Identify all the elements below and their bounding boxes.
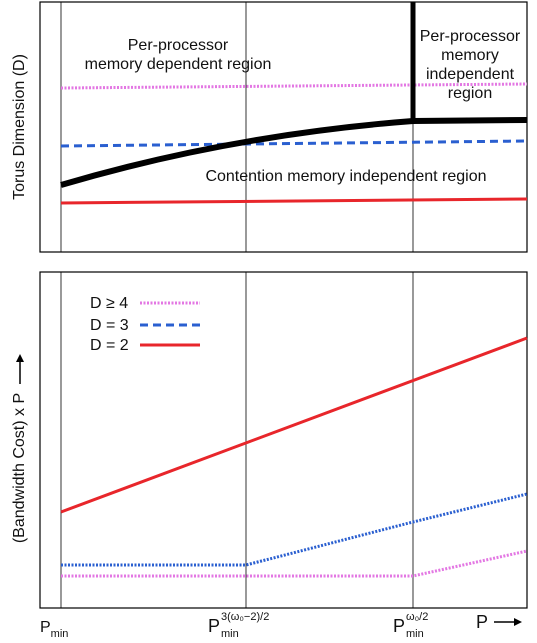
legend-label: D = 2 (90, 337, 129, 354)
d3-line (61, 492, 528, 567)
x-label: Pmin ω₀/2 (393, 611, 428, 640)
x-label-base: P (208, 616, 220, 636)
region-label: Contention memory independent region (205, 168, 486, 185)
d2-line (60, 336, 528, 514)
legend-label: D = 3 (90, 317, 129, 334)
d3-line (60, 139, 528, 148)
x-label: P (476, 612, 488, 632)
x-label-sup: ω₀/2 (406, 611, 428, 623)
arrow-head (16, 354, 24, 362)
x-label: Pmin (40, 619, 68, 640)
region-label: region (448, 85, 492, 102)
legend-label: D ≥ 4 (90, 295, 128, 312)
y-axis-label: Torus Dimension (D) (11, 54, 28, 200)
top-panel-frame (39, 1, 528, 253)
x-label-sub: min (406, 628, 424, 640)
d4-line (61, 549, 528, 578)
x-label-base: P (40, 619, 51, 636)
bottom-panel-frame (39, 271, 528, 609)
d2-line (60, 197, 528, 205)
region-label: Per-processor (128, 37, 229, 54)
y-axis-arrow (16, 354, 24, 384)
x-label-sup: 3(ω₀−2)/2 (221, 611, 269, 623)
boundary-curve (60, 117, 528, 188)
x-label-sub: min (51, 628, 69, 640)
y-axis-label: (Bandwidth Cost) x P (11, 393, 28, 543)
d4-line (60, 82, 528, 90)
region-label: memory (441, 47, 499, 64)
x-label-sub: min (221, 628, 239, 640)
x-axis-arrowhead (514, 618, 522, 626)
x-label-base: P (393, 616, 405, 636)
region-label: independent (426, 66, 515, 83)
region-label: memory dependent region (85, 56, 272, 73)
region-label: Per-processor (420, 28, 521, 45)
x-label: Pmin 3(ω₀−2)/2 (208, 611, 269, 640)
dividers (60, 2, 414, 608)
